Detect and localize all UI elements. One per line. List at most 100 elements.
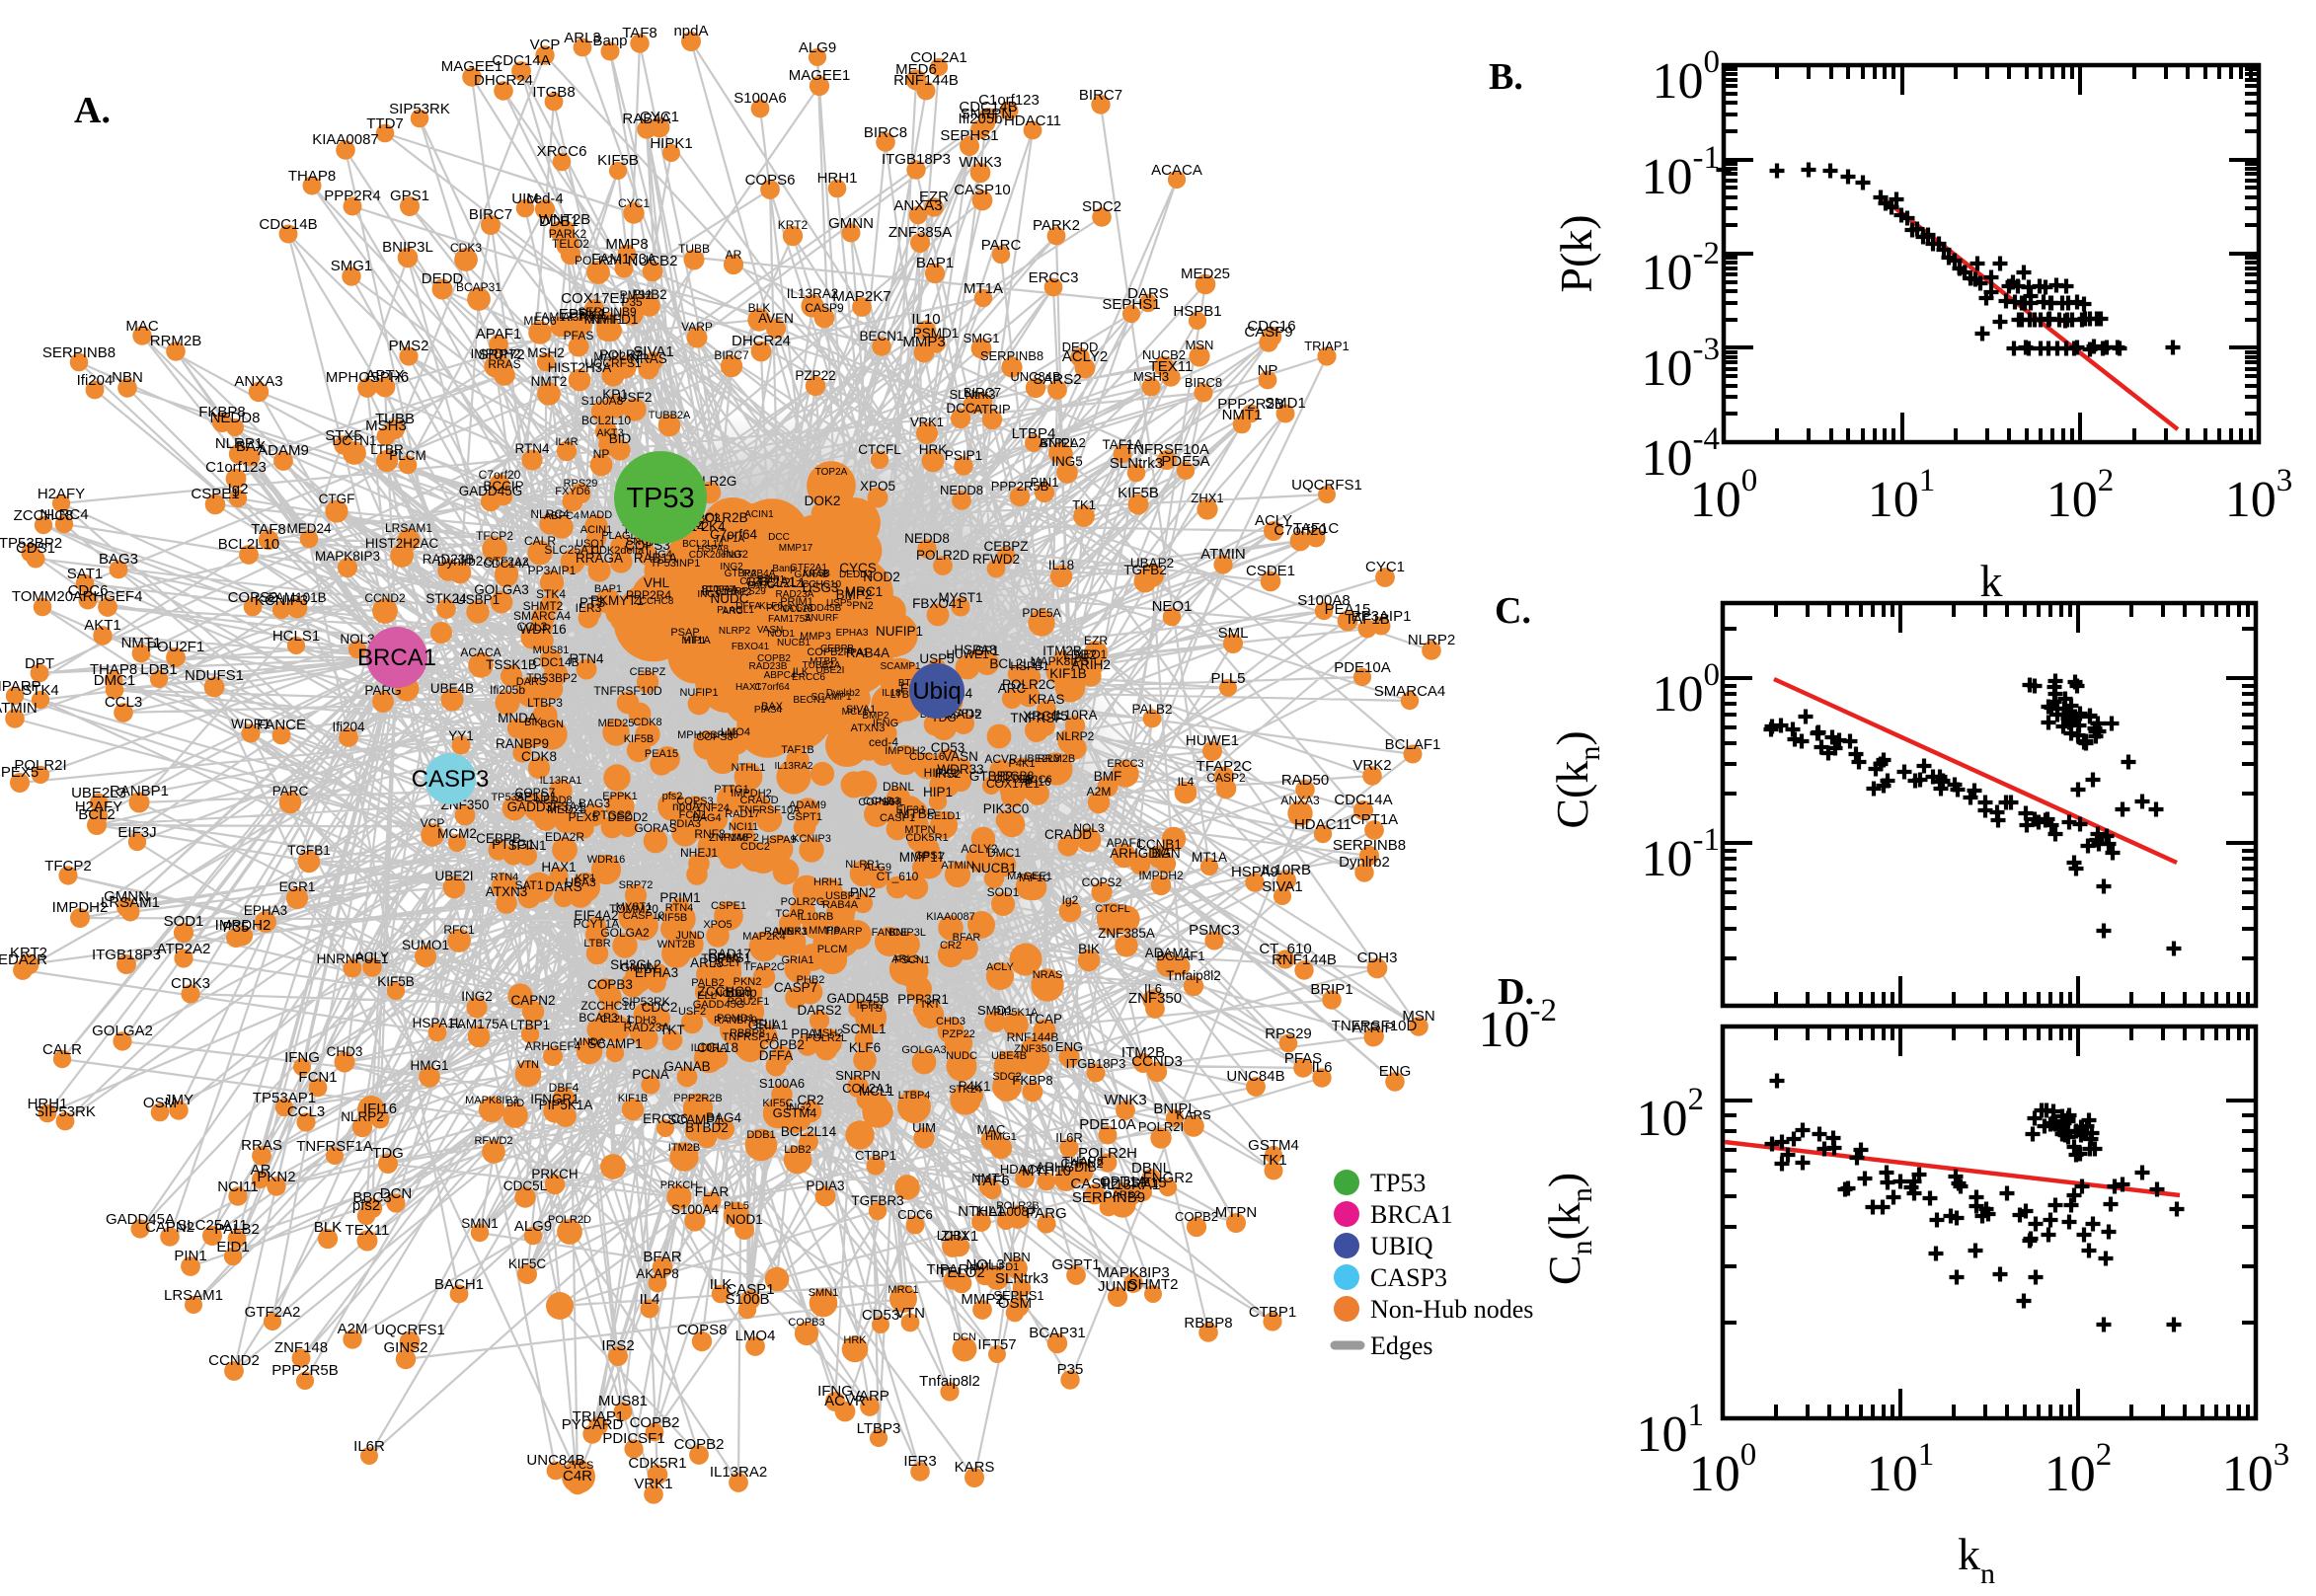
svg-text:GPS1: GPS1 — [390, 188, 429, 204]
svg-text:PRIM1: PRIM1 — [780, 596, 813, 608]
svg-text:VRK2: VRK2 — [1352, 757, 1391, 774]
svg-text:USBP1: USBP1 — [825, 890, 861, 902]
svg-text:CR2: CR2 — [940, 940, 962, 951]
svg-text:COPS8: COPS8 — [677, 1322, 728, 1338]
svg-text:IL10RA: IL10RA — [1052, 708, 1097, 722]
svg-text:UQCRFS1: UQCRFS1 — [374, 1322, 445, 1338]
svg-text:TOMM20: TOMM20 — [609, 902, 658, 916]
svg-text:SAT1: SAT1 — [514, 878, 543, 892]
svg-text:PTS: PTS — [579, 595, 605, 610]
svg-text:SMG1: SMG1 — [964, 331, 1000, 345]
svg-text:PSIP1: PSIP1 — [945, 448, 982, 463]
svg-text:EZR: EZR — [1084, 634, 1108, 647]
svg-text:ILK: ILK — [710, 1276, 733, 1293]
svg-text:FSCN1: FSCN1 — [894, 954, 930, 966]
svg-text:PTTG1: PTTG1 — [492, 837, 535, 852]
svg-text:ITGB18P3: ITGB18P3 — [882, 151, 951, 168]
svg-text:CTGF: CTGF — [739, 576, 766, 587]
svg-text:Ig2: Ig2 — [1062, 893, 1079, 907]
svg-text:UBE2L3: UBE2L3 — [1020, 753, 1060, 765]
svg-text:IL6R: IL6R — [353, 1438, 385, 1455]
svg-text:S100A6: S100A6 — [759, 1076, 805, 1091]
svg-text:KIF1B: KIF1B — [1049, 666, 1087, 681]
svg-text:GTBP2: GTBP2 — [725, 569, 757, 579]
svg-text:PARC: PARC — [981, 237, 1022, 254]
svg-text:CHD3: CHD3 — [936, 1016, 965, 1027]
svg-text:DPT: DPT — [25, 655, 54, 672]
svg-text:RANBP1: RANBP1 — [764, 926, 808, 938]
svg-text:BAG4: BAG4 — [692, 812, 721, 824]
svg-text:CASP9: CASP9 — [805, 301, 844, 315]
svg-text:RAB4A: RAB4A — [822, 899, 859, 911]
svg-text:ZCCHC10: ZCCHC10 — [580, 999, 636, 1013]
svg-text:BTBD2: BTBD2 — [685, 1120, 729, 1135]
svg-text:ANXA3: ANXA3 — [893, 197, 942, 214]
svg-text:TRIAP1: TRIAP1 — [1304, 339, 1350, 353]
svg-text:A.: A. — [74, 90, 111, 131]
svg-text:PSMD1: PSMD1 — [717, 1013, 754, 1025]
svg-text:P35: P35 — [1057, 1361, 1084, 1378]
svg-text:Tnfaip8l2: Tnfaip8l2 — [919, 1373, 980, 1390]
svg-text:ZHX1: ZHX1 — [1191, 491, 1223, 505]
svg-text:THAP8: THAP8 — [90, 661, 137, 678]
svg-text:Banp: Banp — [726, 985, 757, 1000]
svg-text:DARS: DARS — [1127, 285, 1169, 302]
svg-text:103: 103 — [2225, 463, 2293, 528]
svg-text:AR: AR — [251, 1162, 271, 1178]
svg-text:UBAP2: UBAP2 — [720, 587, 752, 598]
svg-text:ACVR: ACVR — [824, 1393, 866, 1409]
svg-text:MT1A: MT1A — [1192, 850, 1227, 865]
svg-text:AKAP8: AKAP8 — [636, 1266, 679, 1281]
svg-text:NHEJ1: NHEJ1 — [680, 846, 718, 860]
svg-text:ACIN1: ACIN1 — [744, 509, 774, 520]
svg-text:MAPK8IP3: MAPK8IP3 — [1031, 654, 1089, 668]
svg-text:TNFRSF10A: TNFRSF10A — [1124, 441, 1209, 458]
svg-text:ABPC4: ABPC4 — [764, 670, 797, 681]
svg-text:BIRC7: BIRC7 — [714, 348, 749, 362]
svg-text:WNK3: WNK3 — [776, 926, 808, 938]
svg-text:GSPT1: GSPT1 — [787, 811, 822, 823]
svg-text:GTF2A2: GTF2A2 — [484, 555, 529, 569]
svg-text:HIST2H3A: HIST2H3A — [548, 360, 612, 375]
svg-text:CDK5R1: CDK5R1 — [628, 1455, 686, 1472]
svg-text:MMP17: MMP17 — [779, 543, 813, 554]
svg-text:VARP: VARP — [850, 1388, 889, 1405]
svg-text:DSG3: DSG3 — [803, 580, 839, 595]
svg-text:SF1: SF1 — [975, 644, 1000, 658]
svg-text:IER3: IER3 — [903, 1453, 936, 1470]
svg-text:CSDE1: CSDE1 — [1246, 563, 1295, 579]
svg-text:P35: P35 — [621, 295, 643, 309]
svg-text:ACLY2: ACLY2 — [961, 842, 997, 856]
svg-text:BNIP3L: BNIP3L — [888, 927, 926, 939]
svg-text:CDK3: CDK3 — [450, 241, 482, 255]
svg-text:BCCIP: BCCIP — [483, 479, 523, 494]
svg-text:MSH3: MSH3 — [1133, 369, 1169, 384]
svg-text:ARHGDIB: ARHGDIB — [1036, 1160, 1097, 1175]
svg-text:TIPARP: TIPARP — [0, 678, 41, 695]
svg-text:GMNN: GMNN — [104, 888, 149, 905]
svg-text:TELO2: TELO2 — [552, 237, 589, 251]
svg-text:ING2: ING2 — [786, 1102, 811, 1113]
svg-text:LTBR: LTBR — [370, 442, 404, 457]
svg-text:GMNN: GMNN — [828, 215, 874, 232]
svg-text:POU2F1: POU2F1 — [147, 639, 204, 655]
svg-text:THAP8: THAP8 — [1062, 1154, 1104, 1169]
svg-text:KIF5B: KIF5B — [657, 912, 688, 924]
svg-text:JMY: JMY — [164, 1092, 193, 1108]
svg-text:HAX1: HAX1 — [541, 860, 576, 874]
svg-text:TAF8: TAF8 — [251, 521, 286, 538]
svg-text:BCAP3: BCAP3 — [579, 1011, 618, 1025]
svg-text:BECN1: BECN1 — [859, 329, 903, 343]
svg-text:IFI16: IFI16 — [1024, 775, 1051, 789]
svg-text:THAP8: THAP8 — [288, 168, 336, 185]
svg-text:NLRP2: NLRP2 — [1056, 729, 1095, 743]
svg-text:MMP8: MMP8 — [809, 925, 840, 937]
svg-text:MTBP: MTBP — [898, 806, 936, 821]
svg-text:CDK8: CDK8 — [521, 749, 557, 764]
svg-text:MSH2: MSH2 — [527, 345, 565, 360]
svg-text:SOD1: SOD1 — [987, 885, 1020, 899]
svg-text:TGFB1: TGFB1 — [287, 843, 331, 858]
svg-text:CSPE1: CSPE1 — [191, 486, 239, 502]
svg-text:CASP3: CASP3 — [412, 766, 490, 793]
svg-text:POLR2B: POLR2B — [996, 1200, 1039, 1212]
